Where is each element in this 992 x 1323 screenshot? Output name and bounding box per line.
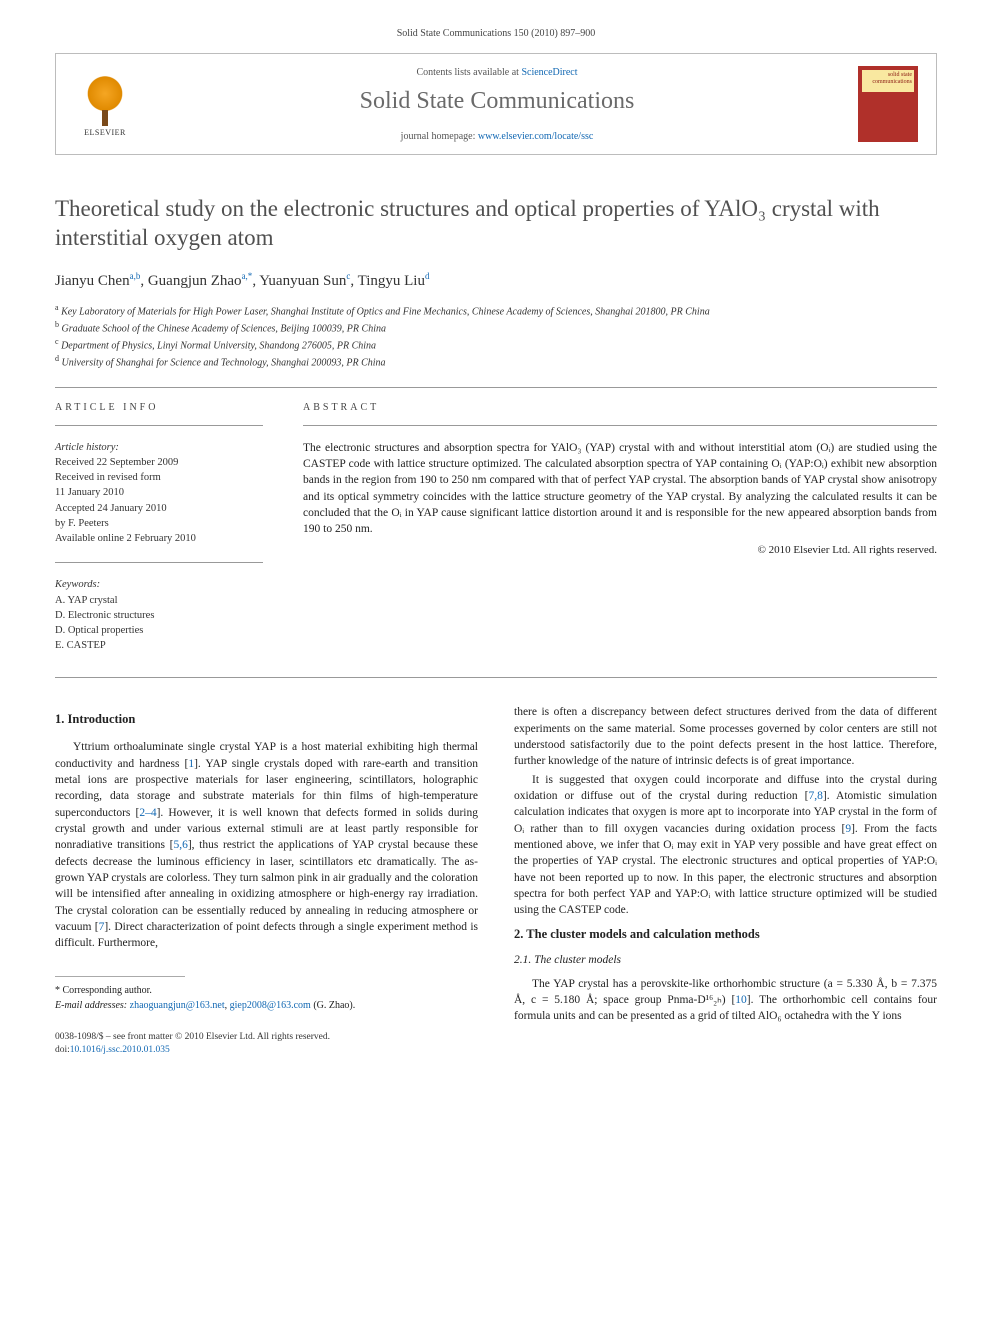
corr-tail: (G. Zhao). [311, 1000, 355, 1011]
contents-line: Contents lists available at ScienceDirec… [158, 67, 836, 78]
doi-link[interactable]: 10.1016/j.ssc.2010.01.035 [70, 1045, 170, 1055]
keyword-line: E. CASTEP [55, 638, 263, 653]
article-title: Theoretical study on the electronic stru… [55, 195, 937, 253]
affil-sup: d [55, 354, 59, 363]
body-paragraph: there is often a discrepancy between def… [514, 704, 937, 769]
journal-header-box: ELSEVIER Contents lists available at Sci… [55, 53, 937, 155]
divider [303, 425, 937, 426]
keyword-line: D. Electronic structures [55, 608, 263, 623]
left-column: 1. Introduction Yttrium orthoaluminate s… [55, 704, 478, 1057]
front-matter-line: 0038-1098/$ – see front matter © 2010 El… [55, 1031, 478, 1044]
body-paragraph: It is suggested that oxygen could incorp… [514, 772, 937, 919]
corr-star-line: * Corresponding author. [55, 983, 478, 998]
affil-sup: c [55, 337, 59, 346]
body-paragraph: The YAP crystal has a perovskite-like or… [514, 976, 937, 1025]
journal-cover-thumbnail: solid state communications [858, 66, 918, 142]
homepage-link[interactable]: www.elsevier.com/locate/ssc [478, 131, 593, 142]
contents-prefix: Contents lists available at [416, 67, 521, 78]
running-head: Solid State Communications 150 (2010) 89… [55, 28, 937, 39]
author: Guangjun Zhaoa,* [148, 273, 252, 289]
divider [55, 677, 937, 678]
homepage-prefix: journal homepage: [401, 131, 478, 142]
article-info-column: ARTICLE INFO Article history: Received 2… [55, 402, 263, 670]
author-name: Tingyu Liu [358, 273, 425, 289]
doi-label: doi: [55, 1045, 70, 1055]
article-info-label: ARTICLE INFO [55, 402, 263, 413]
keywords-header: Keywords: [55, 577, 263, 592]
elsevier-tree-icon [78, 72, 132, 126]
sciencedirect-link[interactable]: ScienceDirect [521, 67, 577, 78]
elsevier-logo: ELSEVIER [74, 67, 136, 141]
history-line: 11 January 2010 [55, 485, 263, 500]
keyword-line: A. YAP crystal [55, 593, 263, 608]
author-affil-link[interactable]: c [346, 271, 350, 281]
doi-line: doi:10.1016/j.ssc.2010.01.035 [55, 1044, 478, 1057]
history-line: Received in revised form [55, 470, 263, 485]
cover-title-band: solid state communications [862, 70, 914, 92]
affil-text: University of Shanghai for Science and T… [62, 358, 386, 369]
author-affil-link[interactable]: d [425, 271, 430, 281]
section-heading-introduction: 1. Introduction [55, 712, 478, 727]
corr-email-link[interactable]: zhaoguangjun@163.net [130, 1000, 225, 1011]
author-name: Guangjun Zhao [148, 273, 242, 289]
author-affil-link[interactable]: a,* [242, 271, 253, 281]
affiliation: b Graduate School of the Chinese Academy… [55, 319, 937, 336]
corr-email-line: E-mail addresses: zhaoguangjun@163.net, … [55, 998, 478, 1013]
corr-email-link[interactable]: giep2008@163.com [230, 1000, 311, 1011]
footnote-rule [55, 976, 185, 977]
abstract-column: ABSTRACT The electronic structures and a… [303, 402, 937, 670]
email-label: E-mail addresses: [55, 1000, 130, 1011]
corresponding-author-note: * Corresponding author. E-mail addresses… [55, 983, 478, 1013]
affil-text: Department of Physics, Linyi Normal Univ… [61, 340, 376, 351]
author: Jianyu Chena,b [55, 273, 140, 289]
header-center: Contents lists available at ScienceDirec… [158, 67, 836, 142]
section-heading-methods: 2. The cluster models and calculation me… [514, 927, 937, 942]
affiliation: c Department of Physics, Linyi Normal Un… [55, 336, 937, 353]
divider [55, 387, 937, 388]
article-history-block: Article history: Received 22 September 2… [55, 440, 263, 547]
copyright-line: © 2010 Elsevier Ltd. All rights reserved… [303, 544, 937, 556]
bottom-meta: 0038-1098/$ – see front matter © 2010 El… [55, 1031, 478, 1058]
affil-text: Graduate School of the Chinese Academy o… [62, 323, 386, 334]
abstract-text: The electronic structures and absorption… [303, 440, 937, 538]
homepage-line: journal homepage: www.elsevier.com/locat… [158, 131, 836, 142]
history-header: Article history: [55, 440, 263, 455]
author-affil-link[interactable]: a,b [130, 271, 141, 281]
divider [55, 425, 263, 426]
author: Tingyu Liud [358, 273, 430, 289]
history-line: Received 22 September 2009 [55, 455, 263, 470]
author-list: Jianyu Chena,b, Guangjun Zhaoa,*, Yuanyu… [55, 271, 937, 290]
affiliation-list: a Key Laboratory of Materials for High P… [55, 302, 937, 371]
author-name: Jianyu Chen [55, 273, 130, 289]
history-line: Accepted 24 January 2010 [55, 501, 263, 516]
divider [55, 562, 263, 563]
keywords-block: Keywords: A. YAP crystal D. Electronic s… [55, 577, 263, 653]
affil-sup: b [55, 320, 59, 329]
affiliation: d University of Shanghai for Science and… [55, 353, 937, 370]
info-abstract-row: ARTICLE INFO Article history: Received 2… [55, 402, 937, 670]
author: Yuanyuan Sunc [259, 273, 350, 289]
right-column: there is often a discrepancy between def… [514, 704, 937, 1057]
abstract-label: ABSTRACT [303, 402, 937, 413]
history-line: Available online 2 February 2010 [55, 531, 263, 546]
affiliation: a Key Laboratory of Materials for High P… [55, 302, 937, 319]
body-two-columns: 1. Introduction Yttrium orthoaluminate s… [55, 704, 937, 1057]
elsevier-label: ELSEVIER [84, 128, 126, 137]
journal-name: Solid State Communications [158, 88, 836, 115]
history-line: by F. Peeters [55, 516, 263, 531]
keyword-line: D. Optical properties [55, 623, 263, 638]
affil-text: Key Laboratory of Materials for High Pow… [61, 306, 710, 317]
subsection-heading-cluster: 2.1. The cluster models [514, 954, 937, 966]
affil-sup: a [55, 303, 59, 312]
author-name: Yuanyuan Sun [259, 273, 346, 289]
body-paragraph: Yttrium orthoaluminate single crystal YA… [55, 739, 478, 951]
